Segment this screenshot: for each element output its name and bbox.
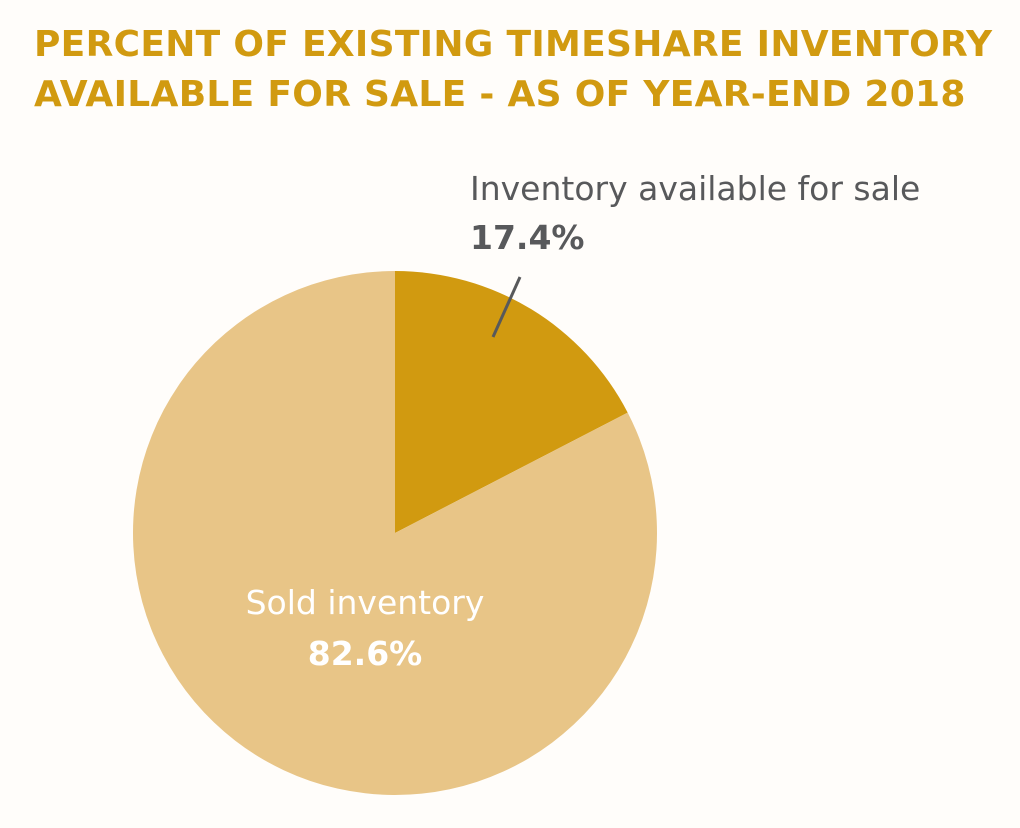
chart-title-line-2: AVAILABLE FOR SALE - AS OF YEAR-END 2018	[34, 74, 966, 115]
chart-title: PERCENT OF EXISTING TIMESHARE INVENTORY …	[34, 20, 1014, 120]
label-sold-inventory-value: 82.6%	[308, 634, 423, 673]
chart-title-line-1: PERCENT OF EXISTING TIMESHARE INVENTORY	[34, 24, 993, 65]
pie-slice-inventory-available-for-sale	[395, 271, 628, 533]
pie-slice-sold-inventory	[132, 271, 657, 795]
leader-line-inventory-available	[491, 276, 522, 338]
label-inventory-available-name: Inventory available for sale	[470, 169, 920, 208]
label-inventory-available-value: 17.4%	[470, 218, 585, 257]
pie-slices	[132, 271, 657, 795]
label-sold-inventory-name: Sold inventory	[246, 583, 485, 622]
